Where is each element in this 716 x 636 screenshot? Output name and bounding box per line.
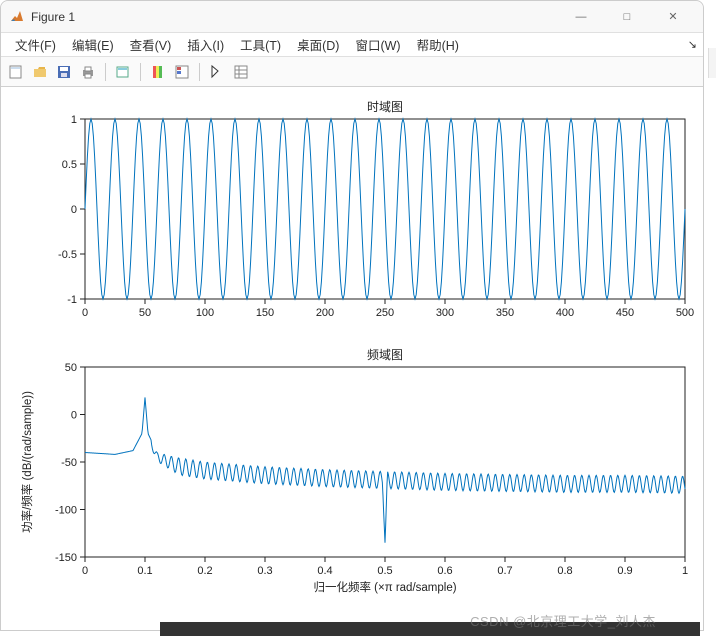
svg-text:归一化频率 (×π rad/sample): 归一化频率 (×π rad/sample) xyxy=(313,580,456,594)
svg-text:0.5: 0.5 xyxy=(377,565,392,577)
svg-text:400: 400 xyxy=(556,307,574,319)
svg-text:0: 0 xyxy=(82,565,88,577)
menu-tools[interactable]: 工具(T) xyxy=(232,33,289,56)
right-decoration xyxy=(708,48,716,78)
svg-text:频域图: 频域图 xyxy=(367,348,403,362)
svg-text:1: 1 xyxy=(71,114,77,126)
svg-text:450: 450 xyxy=(616,307,634,319)
svg-text:100: 100 xyxy=(196,307,214,319)
svg-text:0: 0 xyxy=(71,204,77,216)
svg-text:0.1: 0.1 xyxy=(137,565,152,577)
svg-text:0: 0 xyxy=(71,410,77,422)
svg-text:300: 300 xyxy=(436,307,454,319)
svg-text:0.6: 0.6 xyxy=(437,565,452,577)
svg-text:0.3: 0.3 xyxy=(257,565,272,577)
svg-text:时域图: 时域图 xyxy=(367,100,403,114)
menu-edit[interactable]: 编辑(E) xyxy=(64,33,122,56)
svg-text:200: 200 xyxy=(316,307,334,319)
window-controls: — □ ✕ xyxy=(559,3,695,31)
figure-canvas: 时域图050100150200250300350400450500-1-0.50… xyxy=(5,95,699,615)
svg-text:350: 350 xyxy=(496,307,514,319)
link-button[interactable] xyxy=(112,61,134,83)
menubar-overflow-icon[interactable]: ↘ xyxy=(688,38,697,51)
watermark: CSDN @北京理工大学_刘人杰 xyxy=(470,611,656,630)
svg-text:-50: -50 xyxy=(61,457,77,469)
save-button[interactable] xyxy=(53,61,75,83)
svg-text:功率/频率 (dB/(rad/sample)): 功率/频率 (dB/(rad/sample)) xyxy=(20,391,34,533)
svg-text:0.8: 0.8 xyxy=(557,565,572,577)
colorbar-button[interactable] xyxy=(147,61,169,83)
minimize-button[interactable]: — xyxy=(559,3,603,31)
matlab-icon xyxy=(9,9,25,25)
toolbar-separator xyxy=(140,63,141,81)
svg-text:50: 50 xyxy=(139,307,151,319)
svg-text:500: 500 xyxy=(676,307,694,319)
svg-text:50: 50 xyxy=(65,362,77,374)
maximize-button[interactable]: □ xyxy=(605,3,649,31)
svg-text:0.7: 0.7 xyxy=(497,565,512,577)
figure-area: 时域图050100150200250300350400450500-1-0.50… xyxy=(1,87,703,630)
property-editor-button[interactable] xyxy=(230,61,252,83)
menubar: 文件(F) 编辑(E) 查看(V) 插入(I) 工具(T) 桌面(D) 窗口(W… xyxy=(1,33,703,57)
toolbar xyxy=(1,57,703,87)
svg-text:0: 0 xyxy=(82,307,88,319)
svg-text:0.2: 0.2 xyxy=(197,565,212,577)
menu-insert[interactable]: 插入(I) xyxy=(179,33,232,56)
svg-text:-100: -100 xyxy=(55,505,77,517)
svg-text:-1: -1 xyxy=(67,294,77,306)
svg-text:0.5: 0.5 xyxy=(62,159,77,171)
figure-window: Figure 1 — □ ✕ 文件(F) 编辑(E) 查看(V) 插入(I) 工… xyxy=(0,0,704,631)
legend-button[interactable] xyxy=(171,61,193,83)
svg-text:-0.5: -0.5 xyxy=(58,249,77,261)
svg-text:-150: -150 xyxy=(55,552,77,564)
print-button[interactable] xyxy=(77,61,99,83)
edit-plot-button[interactable] xyxy=(206,61,228,83)
new-figure-button[interactable] xyxy=(5,61,27,83)
toolbar-separator xyxy=(105,63,106,81)
window-title: Figure 1 xyxy=(31,10,559,24)
svg-text:150: 150 xyxy=(256,307,274,319)
svg-text:0.4: 0.4 xyxy=(317,565,332,577)
svg-text:1: 1 xyxy=(682,565,688,577)
titlebar[interactable]: Figure 1 — □ ✕ xyxy=(1,1,703,33)
svg-text:250: 250 xyxy=(376,307,394,319)
menu-view[interactable]: 查看(V) xyxy=(122,33,180,56)
menu-help[interactable]: 帮助(H) xyxy=(409,33,467,56)
open-button[interactable] xyxy=(29,61,51,83)
menu-file[interactable]: 文件(F) xyxy=(7,33,64,56)
close-button[interactable]: ✕ xyxy=(651,3,695,31)
toolbar-separator xyxy=(199,63,200,81)
svg-text:0.9: 0.9 xyxy=(617,565,632,577)
menu-desktop[interactable]: 桌面(D) xyxy=(289,33,347,56)
menu-window[interactable]: 窗口(W) xyxy=(347,33,408,56)
